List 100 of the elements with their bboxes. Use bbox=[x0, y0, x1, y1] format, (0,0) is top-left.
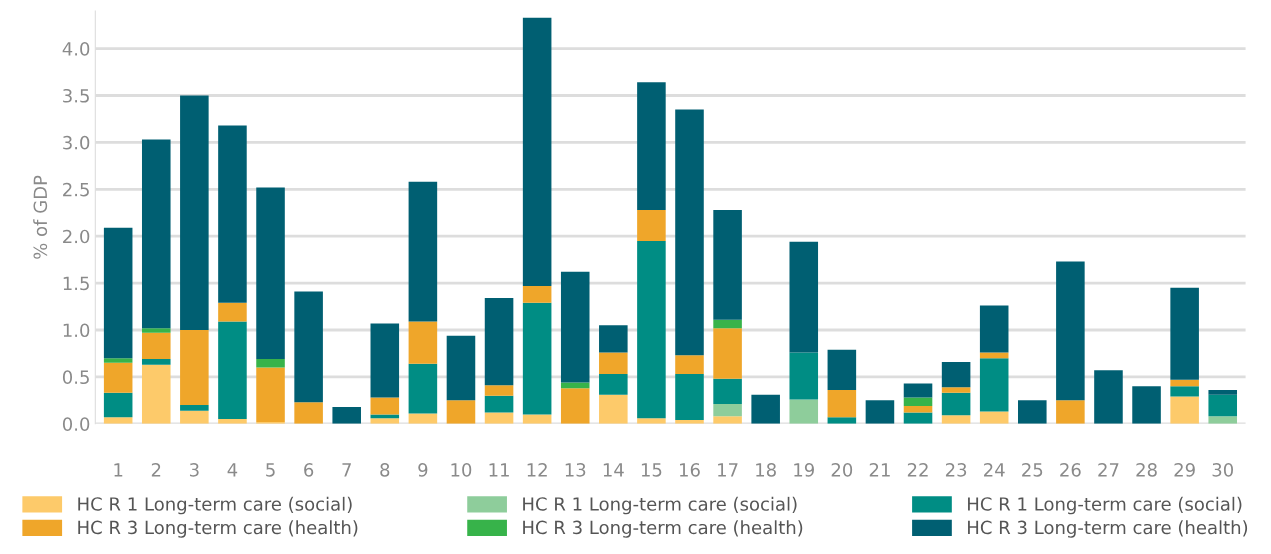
legend-label: HC R 3 Long-term care (health) bbox=[968, 520, 1248, 538]
bar bbox=[218, 125, 247, 303]
bar bbox=[1056, 261, 1085, 401]
bar bbox=[408, 181, 438, 322]
bar bbox=[599, 352, 628, 375]
x-tick-label: 22 bbox=[907, 463, 928, 477]
bar bbox=[103, 358, 133, 363]
bar bbox=[599, 325, 628, 353]
x-tick-label: 23 bbox=[945, 463, 967, 477]
bar bbox=[675, 355, 704, 375]
bar bbox=[1018, 400, 1047, 424]
bar bbox=[180, 330, 209, 406]
x-tick-label: 24 bbox=[984, 463, 1005, 477]
y-tick-label: 1.0 bbox=[63, 323, 90, 338]
bar bbox=[637, 82, 666, 210]
bar bbox=[560, 382, 590, 389]
bar bbox=[141, 359, 171, 365]
bar bbox=[1132, 386, 1161, 424]
bar bbox=[979, 305, 1009, 353]
bar bbox=[141, 332, 171, 360]
bar bbox=[1056, 400, 1085, 424]
y-tick-label: 2.0 bbox=[63, 229, 90, 244]
bar bbox=[522, 302, 552, 415]
x-tick-label: 18 bbox=[756, 463, 776, 477]
bar bbox=[103, 392, 133, 418]
bar bbox=[827, 390, 857, 418]
bar bbox=[141, 139, 171, 329]
x-tick-label: 29 bbox=[1174, 463, 1195, 477]
x-tick-label: 25 bbox=[1022, 463, 1043, 477]
x-tick-label: 5 bbox=[266, 463, 275, 477]
bar bbox=[789, 241, 819, 353]
x-tick-label: 11 bbox=[489, 463, 509, 477]
bar bbox=[865, 400, 895, 424]
bar bbox=[408, 363, 438, 414]
bar bbox=[903, 397, 933, 406]
y-tick-label: 3.0 bbox=[63, 135, 90, 150]
y-tick-label: 4.0 bbox=[62, 42, 90, 56]
bar bbox=[180, 410, 209, 424]
y-tick-label: 1.5 bbox=[63, 276, 89, 291]
bar bbox=[560, 388, 590, 424]
bar bbox=[1208, 390, 1238, 395]
x-tick-label: 9 bbox=[418, 463, 428, 477]
x-tick-label: 26 bbox=[1060, 463, 1081, 477]
bar bbox=[484, 395, 514, 413]
x-tick-label: 17 bbox=[718, 463, 738, 477]
bar bbox=[1208, 394, 1238, 417]
bar bbox=[789, 352, 819, 400]
bar bbox=[218, 321, 247, 420]
bar bbox=[675, 374, 704, 421]
bar bbox=[180, 405, 209, 411]
y-tick-label: 0.5 bbox=[62, 370, 89, 385]
bar bbox=[941, 392, 971, 416]
bar bbox=[103, 362, 133, 393]
bar bbox=[180, 95, 209, 331]
legend-label: HC R 3 Long-term care (health) bbox=[78, 520, 358, 538]
bar bbox=[713, 404, 742, 417]
bar bbox=[522, 285, 552, 303]
bar bbox=[1170, 396, 1199, 424]
x-tick-label: 28 bbox=[1136, 463, 1157, 477]
y-tick-label: 0.0 bbox=[62, 417, 90, 431]
x-tick-label: 30 bbox=[1212, 463, 1234, 477]
x-tick-label: 2 bbox=[151, 463, 161, 477]
x-tick-label: 12 bbox=[527, 463, 547, 477]
bar bbox=[408, 413, 438, 424]
bar bbox=[713, 319, 742, 329]
y-tick-label: 3.5 bbox=[63, 88, 89, 103]
bar bbox=[256, 359, 285, 368]
x-tick-label: 14 bbox=[603, 463, 624, 477]
bar bbox=[941, 361, 971, 388]
bar bbox=[408, 321, 438, 364]
bar bbox=[1170, 386, 1199, 397]
bar bbox=[446, 335, 476, 401]
bar bbox=[141, 364, 171, 424]
bar bbox=[827, 349, 857, 391]
bar bbox=[484, 385, 514, 396]
bar bbox=[370, 414, 400, 419]
bar bbox=[637, 418, 666, 424]
bar bbox=[522, 17, 552, 286]
legend-label: HC R 1 Long-term care (social) bbox=[968, 496, 1242, 515]
bar bbox=[370, 397, 400, 415]
x-tick-label: 8 bbox=[380, 463, 390, 477]
bar bbox=[256, 187, 285, 360]
bar bbox=[218, 302, 247, 322]
bar bbox=[675, 109, 704, 356]
bar bbox=[1094, 370, 1123, 424]
bar bbox=[903, 383, 933, 398]
bar bbox=[713, 416, 742, 424]
x-tick-label: 1 bbox=[114, 463, 123, 477]
bar bbox=[637, 209, 666, 241]
bar bbox=[637, 240, 666, 419]
bar bbox=[713, 378, 742, 405]
x-tick-label: 10 bbox=[451, 463, 472, 477]
x-tick-label: 15 bbox=[641, 463, 662, 477]
x-tick-label: 3 bbox=[189, 463, 199, 477]
x-tick-label: 16 bbox=[679, 463, 700, 477]
x-tick-label: 6 bbox=[304, 463, 314, 477]
bar bbox=[522, 414, 552, 424]
bar bbox=[256, 367, 285, 422]
bar bbox=[713, 328, 742, 379]
x-tick-label: 13 bbox=[565, 463, 586, 477]
